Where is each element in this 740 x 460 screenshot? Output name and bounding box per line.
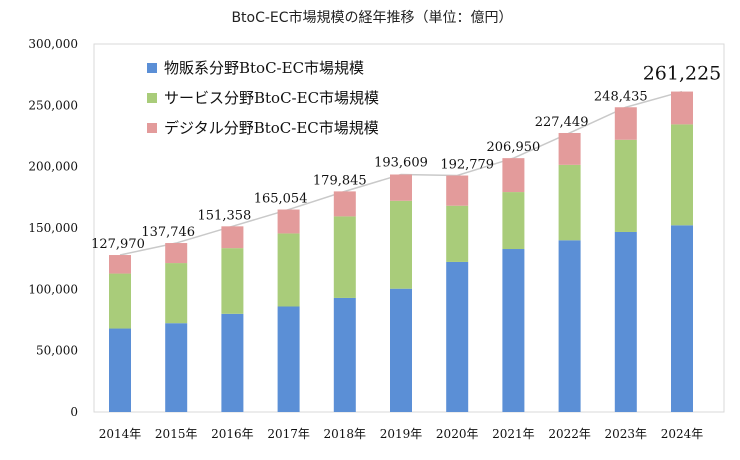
bar-segment-series-2 xyxy=(502,192,525,250)
x-axis: 2014年 2015年 2016年 2017年 2018年 2019年 2020年 2021年… xyxy=(99,427,704,441)
x-tick-label: 2021年 xyxy=(492,427,535,441)
bar-segment-series-1 xyxy=(390,288,412,412)
total-label: 192,779 xyxy=(440,158,494,173)
x-tick-label: 2019年 xyxy=(380,427,423,441)
total-label: 248,435 xyxy=(594,89,648,104)
y-tick-label: 300,000 xyxy=(28,37,78,51)
legend-label: サービス分野BtoC-EC市場規模 xyxy=(164,89,379,107)
x-tick-label: 2023年 xyxy=(605,427,648,441)
legend-swatch xyxy=(147,63,157,73)
y-tick-label: 250,000 xyxy=(28,98,78,112)
bar-segment-series-3 xyxy=(165,243,188,264)
total-label: 151,358 xyxy=(198,208,252,223)
bar-segment-series-1 xyxy=(558,240,581,412)
bar-segment-series-2 xyxy=(277,233,300,307)
bar-segment-series-3 xyxy=(277,209,300,234)
bar-segment-series-2 xyxy=(671,124,693,226)
total-label: 127,970 xyxy=(91,237,145,252)
bar-segment-series-1 xyxy=(221,313,244,412)
total-label: 206,950 xyxy=(487,140,541,155)
bar-segment-series-3 xyxy=(109,255,131,274)
total-label: 261,225 xyxy=(643,63,722,85)
bar-segment-series-1 xyxy=(333,297,356,412)
bar-segment-series-3 xyxy=(390,174,412,201)
x-tick-label: 2018年 xyxy=(324,427,367,441)
bar-segment-series-3 xyxy=(671,91,693,125)
bar-segment-series-2 xyxy=(109,273,131,329)
bar-segment-series-1 xyxy=(671,225,693,412)
x-tick-label: 2020年 xyxy=(436,427,479,441)
bar-segment-series-1 xyxy=(277,306,300,412)
bar-segment-series-3 xyxy=(502,158,525,193)
total-label: 227,449 xyxy=(535,115,589,130)
bar-segment-series-2 xyxy=(558,164,581,241)
bar-segment-series-2 xyxy=(446,205,469,262)
total-trend-line-group xyxy=(119,90,683,256)
bar-segment-series-2 xyxy=(390,200,412,289)
bars-group xyxy=(109,91,693,412)
total-label: 165,054 xyxy=(254,192,308,207)
total-label: 193,609 xyxy=(374,156,428,171)
x-tick-label: 2024年 xyxy=(661,427,704,441)
bar-segment-series-2 xyxy=(165,263,188,324)
legend-swatch xyxy=(147,123,157,133)
bar-segment-series-3 xyxy=(558,132,581,165)
x-tick-label: 2014年 xyxy=(99,427,142,441)
y-tick-label: 150,000 xyxy=(28,221,78,235)
total-trend-line xyxy=(119,90,683,256)
bar-segment-series-1 xyxy=(446,261,469,412)
bar-segment-series-2 xyxy=(614,139,637,232)
chart-title: BtoC-EC市場規模の経年推移（単位：億円） xyxy=(231,9,512,26)
bar-segment-series-1 xyxy=(614,231,637,412)
bar-segment-series-3 xyxy=(221,226,244,249)
legend-label: 物販系分野BtoC-EC市場規模 xyxy=(164,59,364,77)
y-tick-label: 50,000 xyxy=(36,344,78,358)
bar-segment-series-3 xyxy=(614,107,637,140)
legend-swatch xyxy=(147,93,157,103)
y-tick-label: 100,000 xyxy=(28,282,78,296)
legend-label: デジタル分野BtoC-EC市場規模 xyxy=(164,119,379,137)
bar-segment-series-2 xyxy=(333,216,356,298)
x-tick-label: 2015年 xyxy=(155,427,198,441)
total-label: 179,845 xyxy=(313,173,367,188)
bar-segment-series-1 xyxy=(165,323,188,412)
y-tick-label: 200,000 xyxy=(28,160,78,174)
x-tick-label: 2022年 xyxy=(548,427,591,441)
total-label: 137,746 xyxy=(141,225,195,240)
bar-segment-series-3 xyxy=(446,175,469,206)
y-tick-label: 0 xyxy=(70,405,78,419)
x-tick-label: 2017年 xyxy=(267,427,310,441)
bar-segment-series-2 xyxy=(221,248,244,314)
legend: 物販系分野BtoC-EC市場規模サービス分野BtoC-EC市場規模デジタル分野B… xyxy=(147,59,379,137)
bar-segment-series-1 xyxy=(109,328,131,412)
x-tick-label: 2016年 xyxy=(211,427,254,441)
bar-segment-series-3 xyxy=(333,191,356,217)
bar-segment-series-1 xyxy=(502,249,525,412)
y-axis: 0 50,000 100,000 150,000 200,000 250,000 300,0… xyxy=(28,37,78,419)
